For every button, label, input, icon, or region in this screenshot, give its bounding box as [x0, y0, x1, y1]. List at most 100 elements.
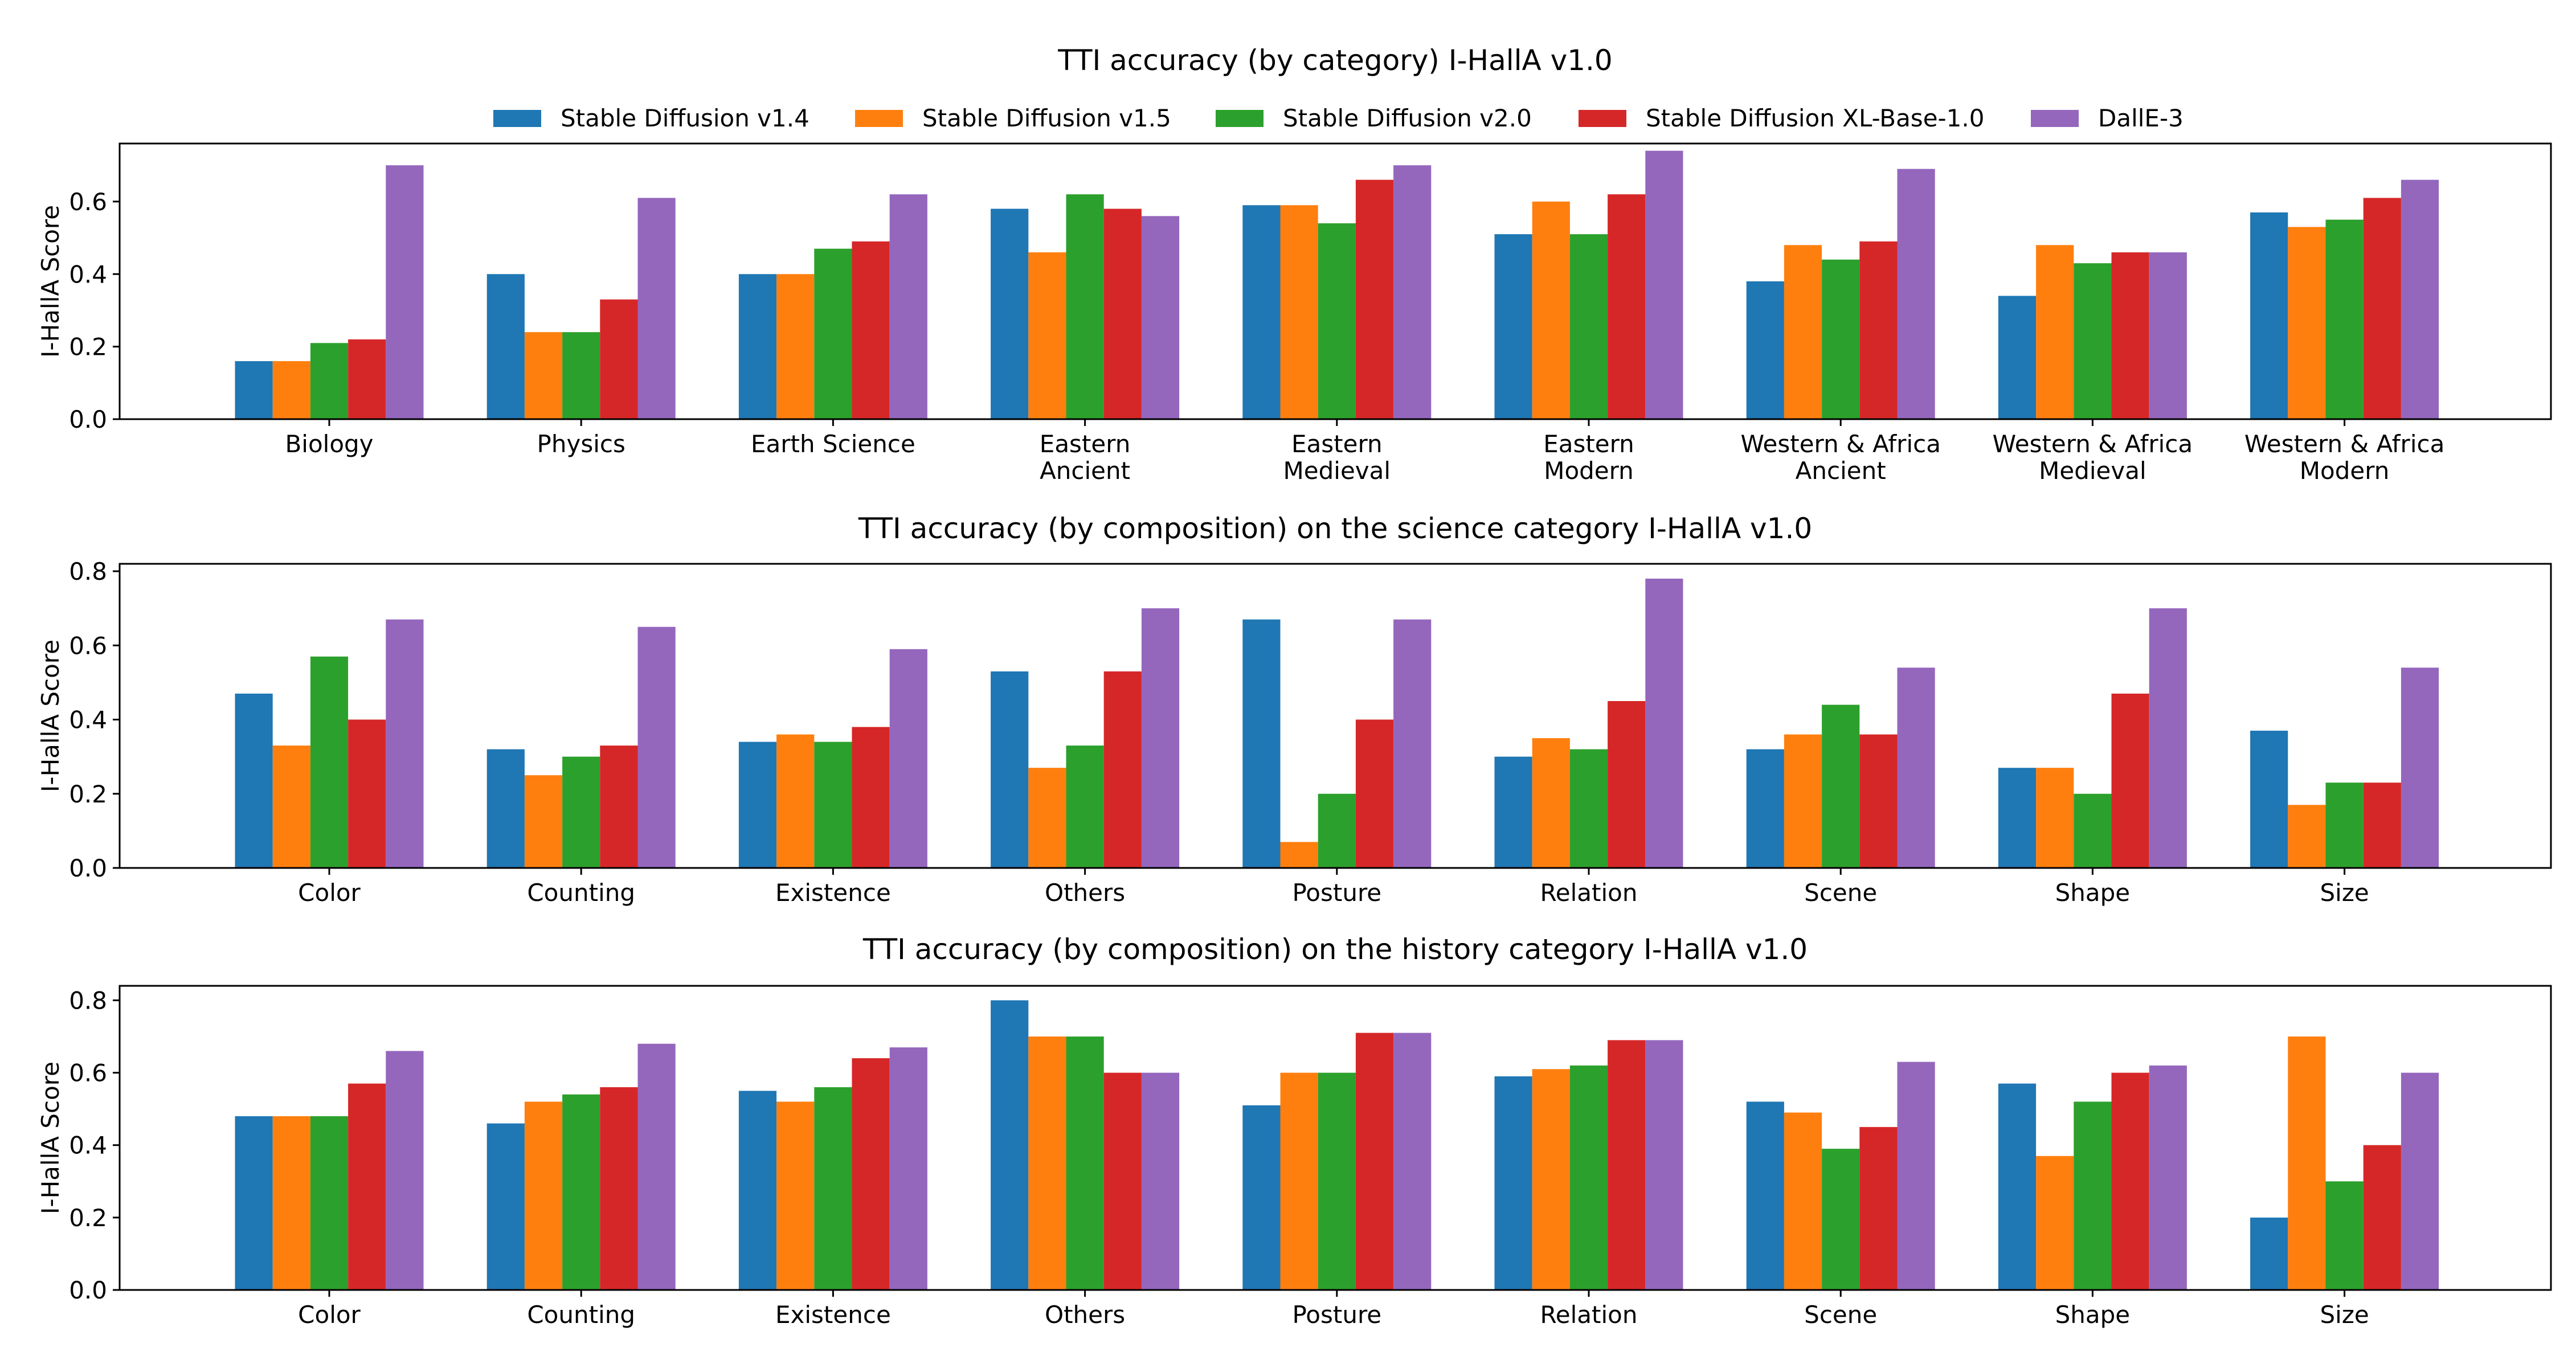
y-axis-label: I-HallA Score: [36, 640, 64, 792]
bar: [776, 274, 815, 419]
bar: [1998, 1083, 2037, 1290]
bar: [1746, 749, 1784, 868]
legend-swatch: [2031, 110, 2079, 127]
bar: [814, 1087, 852, 1290]
bar: [1532, 201, 1570, 419]
bar: [852, 1058, 890, 1290]
x-tick-label: Size: [2320, 879, 2369, 907]
bar: [2401, 179, 2439, 419]
legend-swatch: [855, 110, 903, 127]
x-tick-label: Biology: [285, 430, 373, 458]
bar: [1746, 1101, 1784, 1290]
bar: [1897, 1062, 1935, 1290]
y-tick-label: 0.6: [69, 188, 107, 216]
bar: [1859, 734, 1898, 868]
bar: [852, 727, 890, 868]
bar: [1393, 619, 1432, 868]
chart-title: TTI accuracy (by category) I-HallA v1.0: [1057, 44, 1612, 77]
chart-panel: TTI accuracy (by composition) on the his…: [36, 933, 2552, 1329]
bar: [386, 1051, 424, 1290]
bar: [1784, 734, 1822, 868]
bar: [1242, 1105, 1281, 1290]
bar: [889, 649, 927, 868]
bar: [1784, 1112, 1822, 1290]
x-tick-label: Shape: [2055, 879, 2131, 907]
x-tick-label: Size: [2320, 1301, 2369, 1329]
chart-title: TTI accuracy (by composition) on the his…: [862, 933, 1808, 966]
bar: [562, 332, 600, 419]
x-tick-label: Eastern: [1040, 430, 1131, 458]
bar: [1494, 1076, 1532, 1290]
bar: [814, 248, 852, 419]
bar: [2111, 693, 2149, 868]
bar: [1066, 745, 1104, 868]
bar: [235, 361, 273, 419]
chart-panel: TTI accuracy (by category) I-HallA v1.0 I…: [36, 44, 2552, 485]
x-tick-label: Ancient: [1040, 457, 1130, 485]
bar: [2363, 1145, 2401, 1290]
bar: [2111, 252, 2149, 419]
bar: [2288, 227, 2326, 419]
y-tick-label: 0.2: [69, 1204, 107, 1232]
bar: [1822, 259, 1860, 419]
bar: [776, 734, 815, 868]
bar: [2325, 783, 2364, 868]
bar: [1859, 1126, 1898, 1290]
y-tick-label: 0.6: [69, 632, 107, 659]
bar: [310, 1116, 349, 1290]
bar: [1242, 619, 1281, 868]
x-tick-label: Posture: [1292, 879, 1381, 907]
y-ticks: 0.0 0.2 0.4 0.6 0.8: [69, 986, 120, 1304]
bar: [348, 1083, 386, 1290]
legend-label: Stable Diffusion XL-Base-1.0: [1646, 104, 1984, 132]
bars: [235, 1000, 2439, 1290]
bar: [386, 619, 424, 868]
bar: [1028, 252, 1066, 419]
bar: [348, 339, 386, 419]
legend: Stable Diffusion v1.4 Stable Diffusion v1…: [493, 104, 2184, 132]
bar: [1608, 194, 1646, 419]
bar: [1103, 208, 1142, 419]
bar: [2363, 198, 2401, 419]
bar: [1242, 205, 1281, 419]
y-tick-label: 0.4: [69, 706, 107, 734]
bar: [235, 693, 273, 868]
x-tick-label: Color: [298, 879, 361, 907]
plot-frame: [118, 985, 2552, 1291]
x-tick-label: Relation: [1540, 1301, 1638, 1329]
bar: [1859, 241, 1898, 419]
bar: [272, 361, 310, 419]
bar: [2325, 219, 2364, 419]
x-tick-label: Relation: [1540, 879, 1638, 907]
bar: [1355, 1033, 1394, 1290]
bar: [2401, 667, 2439, 868]
bar: [348, 719, 386, 868]
legend-item: Stable Diffusion v1.5: [855, 104, 1171, 132]
bar: [524, 332, 563, 419]
legend-swatch: [1216, 110, 1264, 127]
x-tick-label: Scene: [1804, 1301, 1877, 1329]
bar: [1280, 842, 1318, 868]
bar: [1897, 169, 1935, 419]
bar: [486, 1123, 525, 1290]
bar: [2325, 1181, 2364, 1290]
bar: [2288, 805, 2326, 868]
bar: [1897, 667, 1935, 868]
bar: [1784, 245, 1822, 419]
y-tick-label: 0.0: [69, 405, 107, 433]
y-tick-label: 0.2: [69, 333, 107, 361]
bar: [272, 1116, 310, 1290]
bar: [562, 1094, 600, 1290]
bar: [1494, 234, 1532, 419]
x-tick-label: Medieval: [2039, 457, 2146, 485]
bar: [738, 1091, 777, 1290]
x-ticks: Color Counting Existence Others Posture Relat…: [298, 1290, 2369, 1329]
x-tick-label: Color: [298, 1301, 361, 1329]
x-tick-label: Others: [1045, 879, 1125, 907]
bar: [852, 241, 890, 419]
bar: [600, 745, 638, 868]
bar: [310, 656, 349, 868]
y-tick-label: 0.2: [69, 780, 107, 808]
